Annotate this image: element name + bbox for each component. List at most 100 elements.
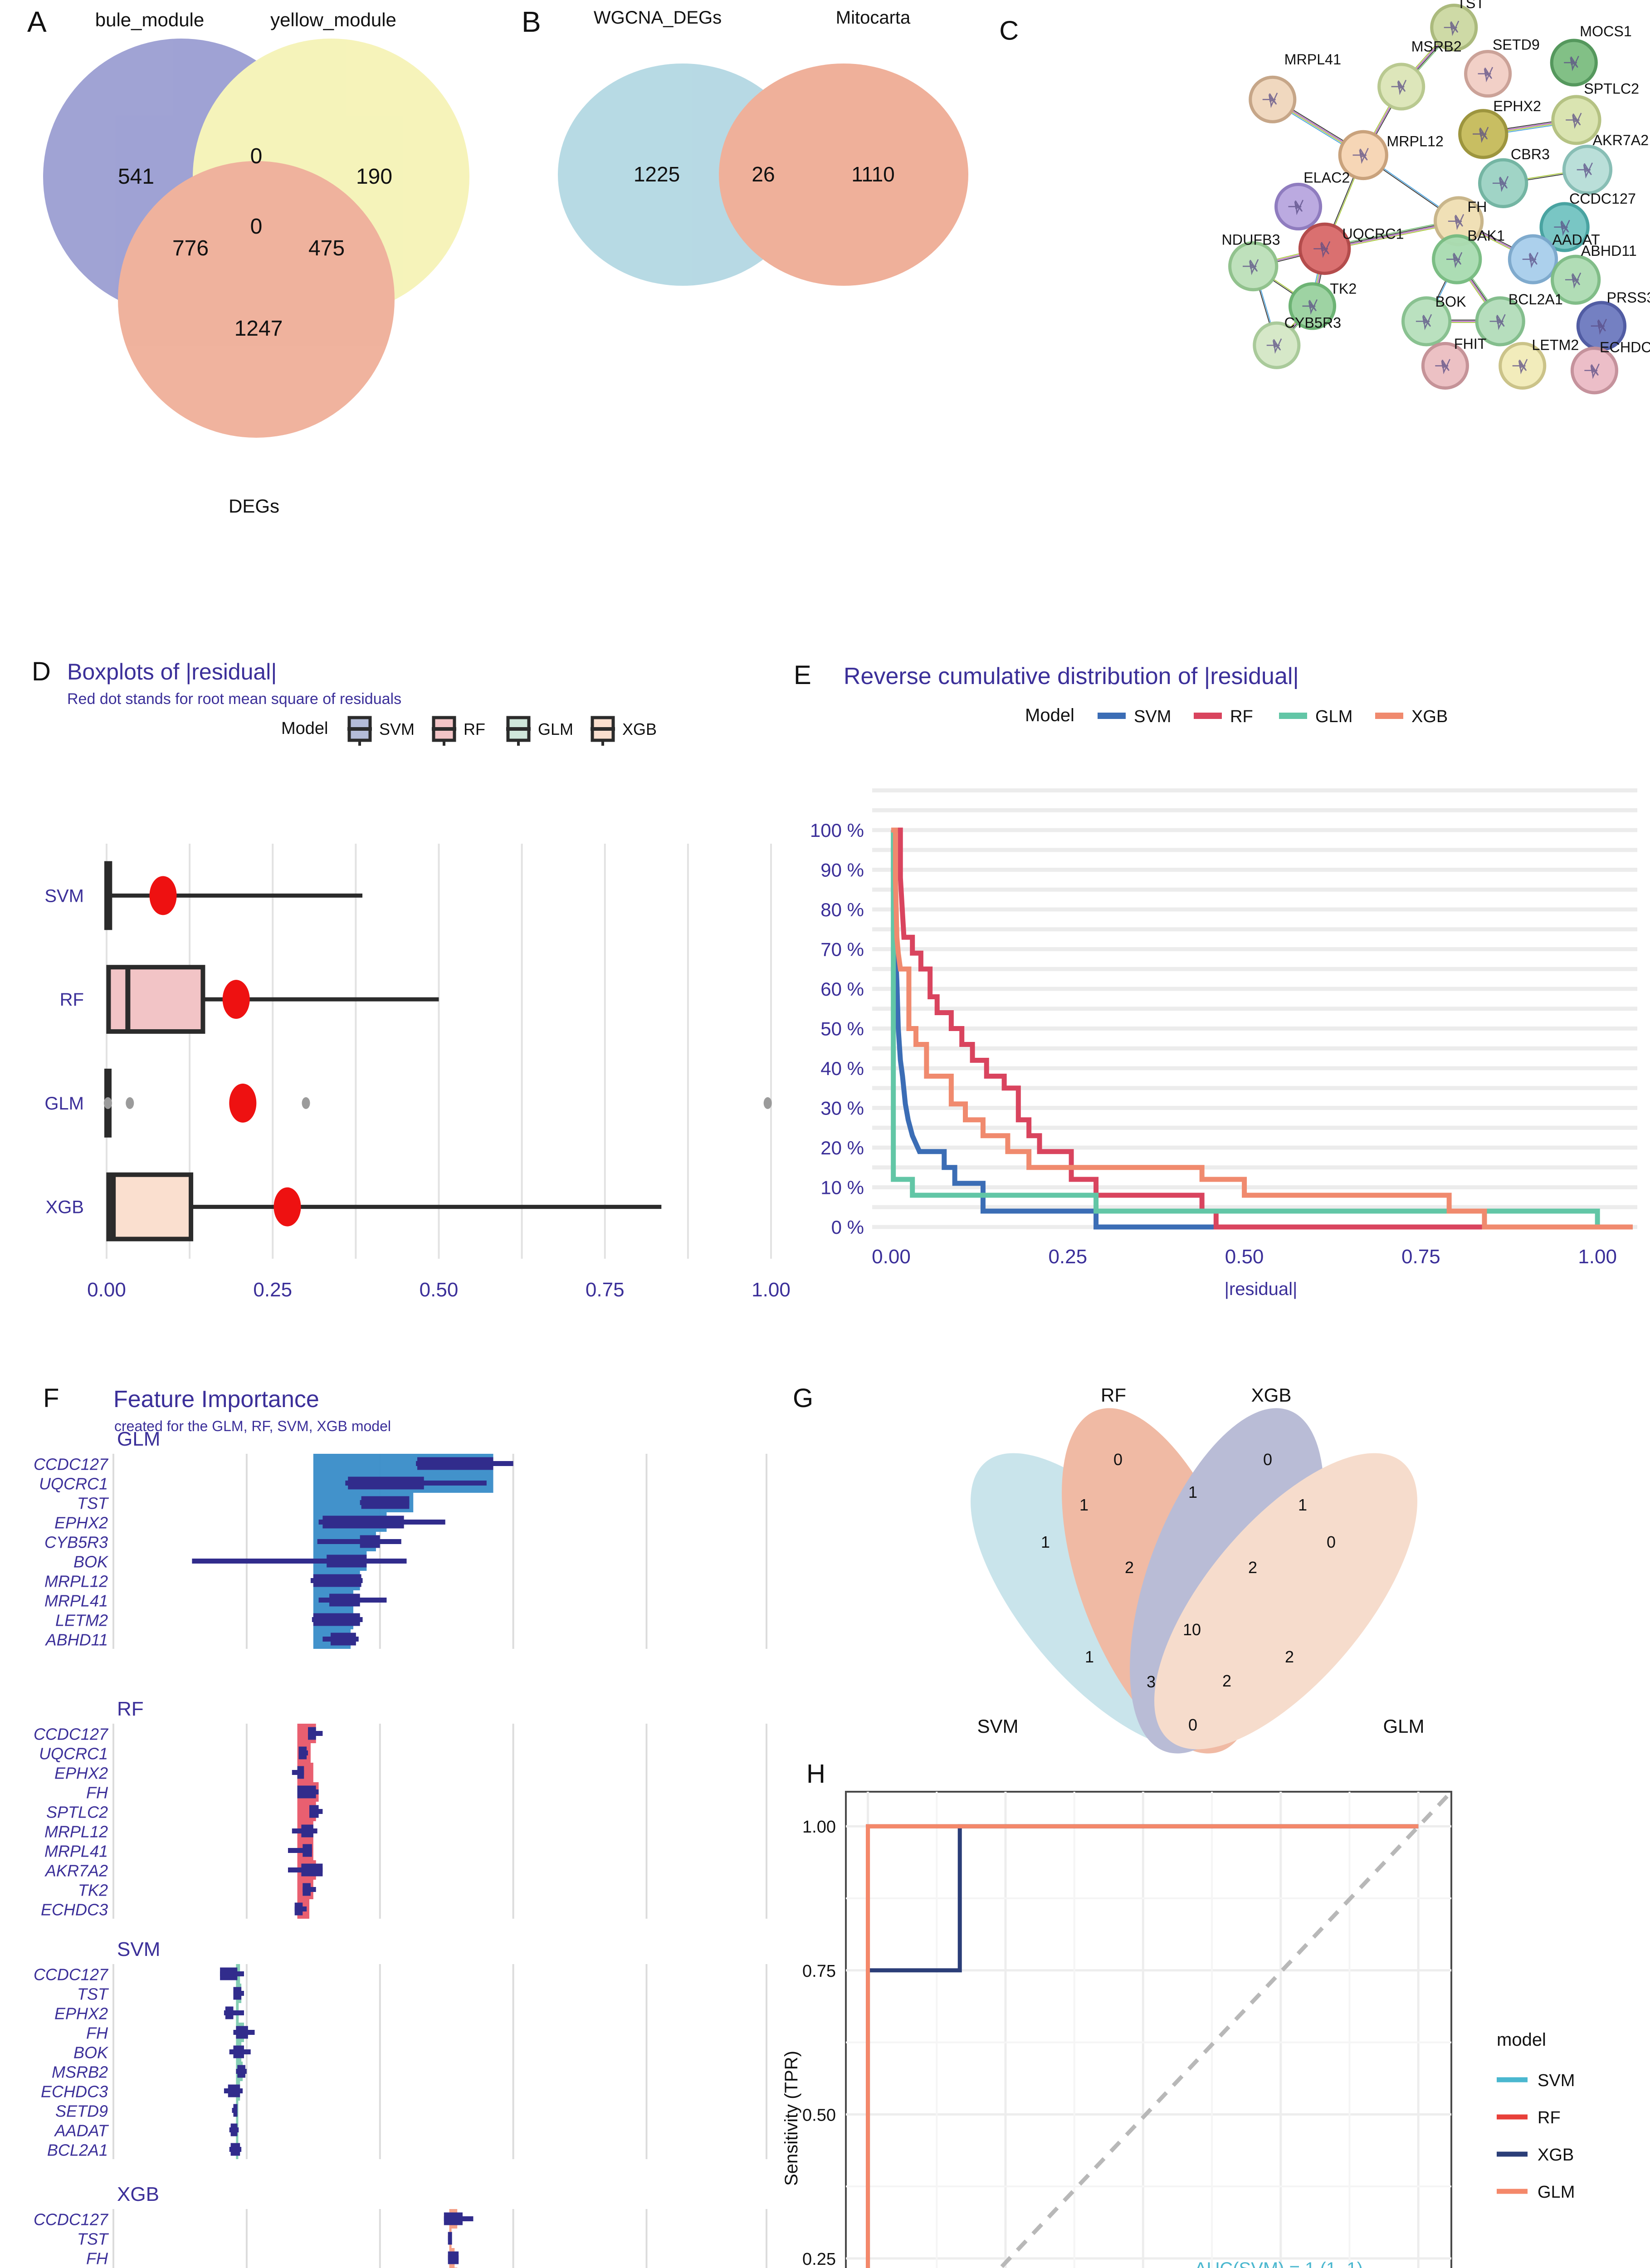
roc-legend-title: model <box>1497 2030 1546 2050</box>
panel-f-box <box>322 1515 404 1529</box>
panel-f-group-title: GLM <box>117 1428 160 1450</box>
panel-f-group-title: SVM <box>117 1938 160 1960</box>
network-node[interactable] <box>1458 109 1508 159</box>
panel-e-xtick: 0.00 <box>872 1246 911 1268</box>
panel-d-box <box>103 1068 772 1138</box>
network-node[interactable] <box>1570 347 1619 395</box>
roc-legend-item[interactable]: XGB <box>1497 2146 1574 2165</box>
network-node[interactable] <box>1288 282 1337 330</box>
venn2-label-left: WGCNA_DEGs <box>594 8 722 28</box>
network-node-label: ELAC2 <box>1303 170 1350 186</box>
panel-d-legend-item[interactable]: XGB <box>591 716 657 746</box>
venn4-value-rf: 0 <box>1113 1450 1123 1469</box>
venn4-label-glm: GLM <box>1383 1716 1424 1737</box>
network-node[interactable] <box>1377 63 1425 111</box>
network-node[interactable] <box>1253 321 1301 369</box>
panel-f-box <box>297 1766 304 1779</box>
roc-legend-item[interactable]: SVM <box>1497 2071 1575 2090</box>
panel-e-legend-label: GLM <box>1315 707 1352 726</box>
network-node[interactable] <box>1421 342 1469 390</box>
venn4-value-rf-xgb-glm: 2 <box>1248 1558 1257 1577</box>
network-node[interactable] <box>1475 296 1525 347</box>
panel-f-feature-label: MRPL12 <box>44 1572 108 1591</box>
panel-d-boxes <box>103 861 772 1242</box>
panel-f-box <box>297 1785 316 1799</box>
network-node[interactable] <box>1432 234 1482 284</box>
panel-d-legend-item[interactable]: RF <box>432 716 485 746</box>
network-node[interactable] <box>1430 4 1478 52</box>
panel-d-title: Boxplots of |residual| <box>67 659 277 684</box>
venn3-value-blue-degs: 776 <box>172 236 209 260</box>
panel-f-feature-label: ABHD11 <box>45 1631 108 1649</box>
panel-e-legend-item[interactable]: SVM <box>1098 707 1171 726</box>
panel-f-feature-label: FH <box>86 1784 108 1802</box>
panel-e-yaxis-ticks: 0 % 10 % 20 % 30 % 40 % 50 % 60 % 70 % 80 % 90 % 1… <box>810 820 864 1238</box>
panel-letter-h: H <box>806 1759 825 1789</box>
panel-f-feature-label: CCDC127 <box>34 1725 109 1744</box>
panel-f-feature-label: AKR7A2 <box>44 1862 108 1880</box>
panel-d-legend-item[interactable]: GLM <box>506 716 573 746</box>
panel-d-xtick: 1.00 <box>752 1279 791 1301</box>
panel-f-box <box>236 2026 248 2039</box>
network-node[interactable] <box>1464 49 1512 98</box>
network-node-label: BOK <box>1435 293 1466 310</box>
panel-f-box <box>233 2104 238 2117</box>
panel-d-rmse-dot <box>149 876 177 915</box>
panel-f-box <box>309 1805 319 1818</box>
network-node[interactable] <box>1228 241 1279 292</box>
panel-f-feature-label: MRPL41 <box>44 1592 108 1610</box>
network-node[interactable] <box>1508 234 1558 284</box>
panel-d-legend-label: XGB <box>622 720 657 738</box>
venn3-value-degs-only: 1247 <box>234 317 283 341</box>
panel-f-feature-label: EPHX2 <box>54 1514 108 1532</box>
panel-e-xtick: 1.00 <box>1578 1246 1617 1268</box>
venn4-value-svm-rf: 1 <box>1079 1496 1089 1514</box>
venn3-label-yellow: yellow_module <box>270 9 396 30</box>
venn3-circle-degs <box>118 161 395 438</box>
panel-f-feature-label: SPTLC2 <box>46 1803 108 1822</box>
panel-d-legend: Model SVM RF GLM XGB <box>281 716 657 746</box>
panel-f-groups: GLMCCDC127UQCRC1TSTEPHX2CYB5R3BOKMRPL12M… <box>34 1428 767 2268</box>
network-node[interactable] <box>1274 182 1323 231</box>
network-node-label: AKR7A2 <box>1593 132 1649 148</box>
panel-e-legend-item[interactable]: XGB <box>1375 707 1448 726</box>
panel-f-box <box>361 1496 410 1509</box>
network-node[interactable] <box>1562 145 1613 195</box>
venn2-value-left: 1225 <box>634 162 680 186</box>
venn4-label-rf: RF <box>1101 1384 1126 1406</box>
roc-ytick: 0.75 <box>802 1962 836 1981</box>
network-node[interactable] <box>1499 342 1547 390</box>
network-node-label: BAK1 <box>1467 227 1504 244</box>
network-node[interactable] <box>1249 75 1297 123</box>
network-node[interactable] <box>1298 222 1351 275</box>
panel-e-line <box>891 827 1633 1230</box>
panel-d-legend-item[interactable]: SVM <box>347 716 415 746</box>
network-node[interactable] <box>1551 95 1601 145</box>
panel-e-legend-item[interactable]: GLM <box>1279 707 1352 726</box>
rcd-svg: E Reverse cumulative distribution of |re… <box>794 660 1650 1299</box>
network-node-label: FH <box>1467 199 1487 215</box>
roc-legend-item[interactable]: GLM <box>1497 2183 1575 2202</box>
panel-f-box <box>230 2123 238 2136</box>
panel-f-box <box>329 1593 360 1607</box>
venn4-label-svm: SVM <box>977 1716 1018 1737</box>
panel-f-feature-label: TST <box>77 1985 109 2004</box>
roc-legend-label: RF <box>1538 2108 1561 2127</box>
panel-d-legend-title: Model <box>281 719 328 738</box>
panel-e-legend-item[interactable]: RF <box>1194 707 1253 726</box>
network-node[interactable] <box>1478 158 1528 209</box>
venn4-value-svm-rf-xgb: 2 <box>1125 1558 1134 1577</box>
network-node-label: MRPL41 <box>1284 51 1341 68</box>
roc-legend-item[interactable]: RF <box>1497 2108 1561 2127</box>
panel-f-feature-label: ECHDC3 <box>41 1901 108 1919</box>
network-svg: C TST MSRB2 MRPL41 MRPL12 SETD9 MOCS1 EPHX2 SPT… <box>999 0 1650 395</box>
network-node[interactable] <box>1401 296 1452 347</box>
network-node[interactable] <box>1539 202 1590 252</box>
venn4-value-xgb-glm: 1 <box>1298 1496 1307 1514</box>
network-node[interactable] <box>1338 130 1388 181</box>
network-node-label: TK2 <box>1330 281 1357 297</box>
network-node[interactable] <box>1550 254 1601 305</box>
network-node[interactable] <box>1550 39 1598 87</box>
panel-e-gridlines <box>864 788 1650 1277</box>
panel-e-xlabel: |residual| <box>1225 1279 1298 1299</box>
